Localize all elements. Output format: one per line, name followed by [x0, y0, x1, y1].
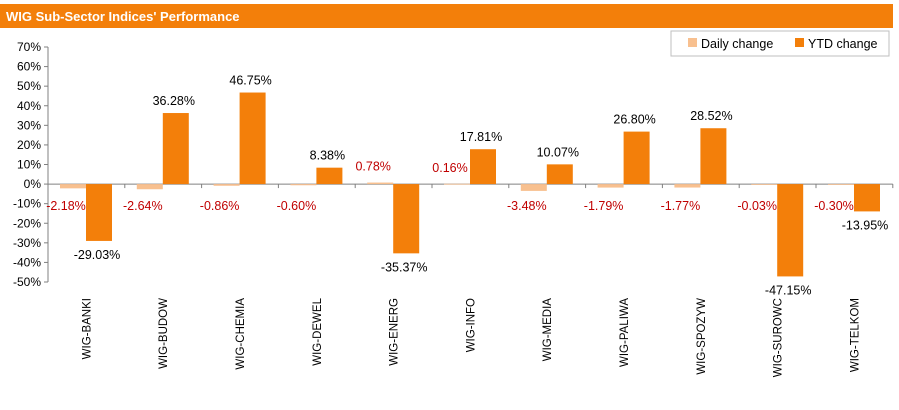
bar-ytd-change [546, 164, 573, 185]
y-tick-label: 70% [17, 40, 41, 54]
y-tick-label: 20% [17, 138, 41, 152]
data-label-daily: -2.64% [123, 199, 163, 213]
y-tick-label: 60% [17, 60, 41, 74]
legend-swatch-ytd [795, 38, 804, 47]
bar-ytd-change [316, 167, 343, 185]
y-tick-label: -50% [13, 275, 41, 289]
x-category-label: WIG-MEDIA [542, 298, 554, 362]
x-category-label: WIG-ENERG [389, 298, 401, 366]
x-category-label: WIG-BUDOW [158, 298, 170, 369]
bar-daily-change [60, 184, 86, 189]
bar-ytd-change [162, 113, 189, 185]
y-tick-label: 10% [17, 158, 41, 172]
data-label-daily: -2.18% [46, 199, 86, 213]
x-category-label: WIG-DEWEL [312, 297, 324, 365]
x-category-label: WIG-SPOZYW [696, 298, 708, 375]
data-label-ytd: 10.07% [537, 145, 579, 159]
data-label-ytd: 17.81% [460, 130, 502, 144]
x-category-label: WIG-PALIWA [619, 298, 631, 367]
x-category-label: WIG-BANKI [81, 298, 93, 359]
bar-ytd-change [86, 184, 112, 241]
data-label-ytd: 8.38% [310, 149, 345, 163]
legend-box [670, 30, 890, 57]
bar-ytd-change [393, 184, 420, 254]
bar-ytd-change [239, 92, 266, 185]
data-label-ytd: -35.37% [381, 260, 428, 274]
y-tick-label: 0% [24, 177, 42, 191]
chart-title: WIG Sub-Sector Indices' Performance [6, 9, 240, 24]
x-category-label: WIG-INFO [465, 298, 477, 352]
bar-ytd-change [854, 184, 880, 212]
data-label-daily: 0.16% [432, 161, 467, 175]
x-category-label: WIG-CHEMIA [235, 298, 247, 370]
legend-label-daily: Daily change [701, 37, 773, 51]
bar-daily-change [444, 183, 470, 185]
y-tick-label: -10% [13, 197, 41, 211]
y-tick-label: 40% [17, 99, 41, 113]
data-label-ytd: 28.52% [690, 109, 732, 123]
bar-daily-change [136, 184, 163, 190]
bar-ytd-change [623, 131, 650, 185]
data-label-daily: -1.77% [661, 199, 701, 213]
bar-daily-change [597, 184, 624, 188]
data-label-ytd: -13.95% [842, 218, 889, 232]
data-label-daily: -0.60% [277, 199, 317, 213]
data-label-ytd: -29.03% [74, 248, 121, 262]
data-label-ytd: -47.15% [765, 283, 812, 297]
bar-daily-change [674, 184, 701, 188]
y-tick-label: 30% [17, 118, 41, 132]
y-tick-label: 50% [17, 79, 41, 93]
bar-daily-change [828, 184, 854, 185]
chart-title-bar: WIG Sub-Sector Indices' Performance [0, 4, 893, 28]
y-tick-label: -40% [13, 255, 41, 269]
y-tick-label: -30% [13, 236, 41, 250]
data-label-daily: -0.86% [200, 199, 240, 213]
data-label-daily: -0.30% [814, 199, 854, 213]
x-category-label: WIG-TELKOM [849, 298, 861, 372]
bar-ytd-change [700, 128, 727, 185]
y-tick-label: -20% [13, 216, 41, 230]
data-label-daily: 0.78% [355, 160, 390, 174]
x-category-label: WIG-SUROWC [773, 298, 785, 377]
data-label-daily: -0.03% [737, 199, 777, 213]
bar-daily-change [367, 182, 394, 185]
bar-daily-change [213, 184, 240, 186]
data-label-ytd: 46.75% [229, 74, 271, 88]
data-label-ytd: 26.80% [613, 113, 655, 127]
bar-ytd-change [777, 184, 804, 277]
legend: Daily change YTD change [670, 30, 890, 57]
data-label-daily: -3.48% [507, 199, 547, 213]
data-label-daily: -1.79% [584, 199, 624, 213]
data-label-ytd: 36.28% [153, 94, 195, 108]
bar-daily-change [290, 184, 317, 186]
legend-label-ytd: YTD change [808, 37, 878, 51]
bar-ytd-change [470, 149, 496, 185]
bar-daily-change [520, 184, 547, 191]
bar-daily-change [751, 184, 778, 185]
legend-swatch-daily [688, 38, 697, 47]
